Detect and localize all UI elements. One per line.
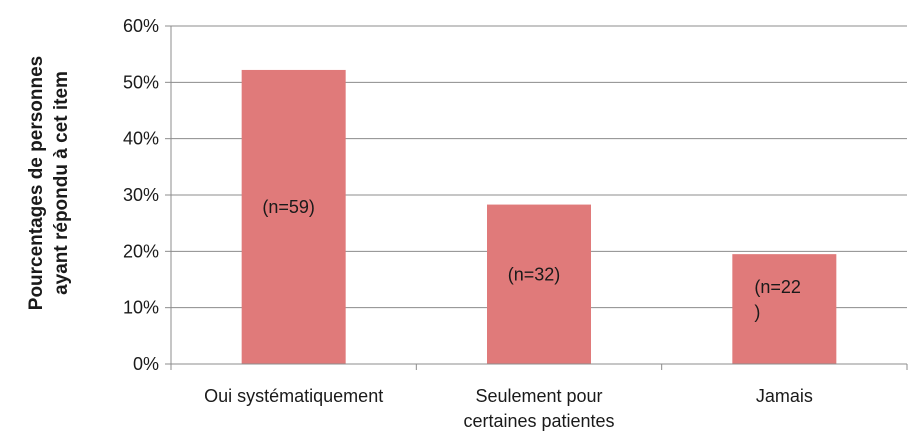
y-tick-label: 50% xyxy=(123,72,159,92)
x-category-label: Jamais xyxy=(756,386,813,406)
y-tick-label: 30% xyxy=(123,185,159,205)
y-axis-title-line: Pourcentages de personnes xyxy=(26,56,47,310)
data-label: (n=59) xyxy=(262,197,315,217)
y-tick-label: 20% xyxy=(123,241,159,261)
y-tick-labels: 0% 10% 20% 30% 40% 50% 60% xyxy=(123,16,159,374)
data-label: ) xyxy=(754,302,760,322)
x-category-label: certaines patientes xyxy=(463,411,614,431)
data-label: (n=32) xyxy=(508,264,561,284)
bar xyxy=(487,204,591,364)
bars xyxy=(241,69,837,364)
y-tick-label: 10% xyxy=(123,298,159,318)
y-tick-label: 60% xyxy=(123,16,159,36)
x-category-labels: Oui systématiquement Seulement pour certai… xyxy=(204,386,813,431)
bar xyxy=(241,69,346,364)
axes xyxy=(165,25,908,370)
y-axis-title-line: ayant répondu à cet item xyxy=(51,71,72,295)
data-labels: (n=59) (n=32) (n=22) xyxy=(262,197,800,322)
bar xyxy=(732,254,837,364)
x-category-label: Seulement pour xyxy=(475,386,602,406)
y-tick-label: 40% xyxy=(123,129,159,149)
data-label: (n=22 xyxy=(754,277,801,297)
y-tick-label: 0% xyxy=(133,354,159,374)
x-category-label: Oui systématiquement xyxy=(204,386,383,406)
